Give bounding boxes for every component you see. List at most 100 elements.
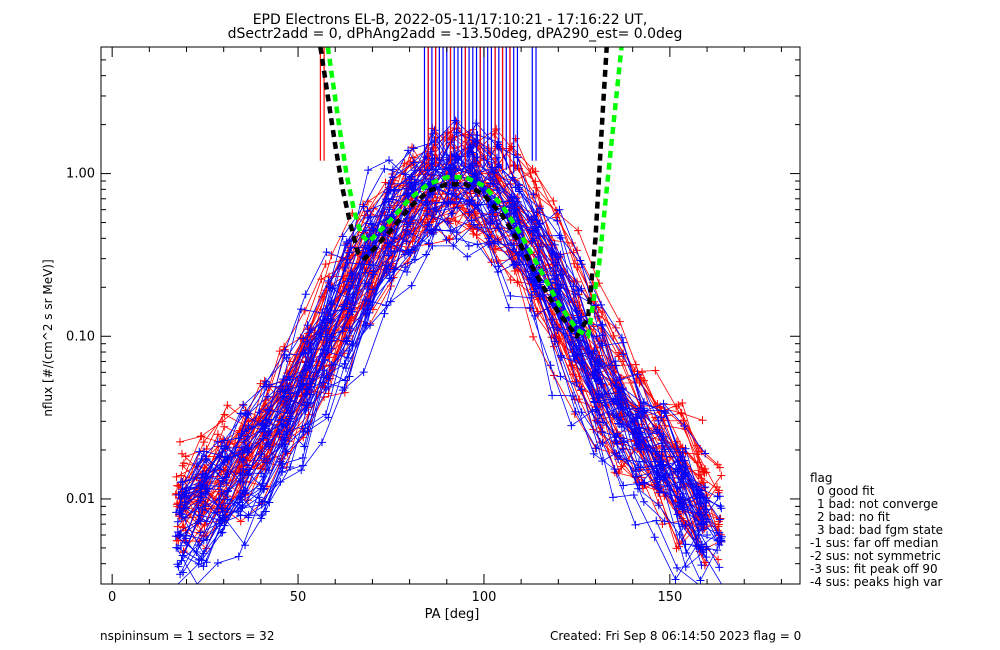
sector-trace <box>185 178 707 548</box>
plus-marker <box>701 449 710 458</box>
plus-marker <box>577 284 586 293</box>
plus-marker <box>577 260 586 269</box>
sector-trace <box>178 192 721 548</box>
series-blue-traces <box>171 116 726 584</box>
plus-marker <box>567 421 576 430</box>
plus-marker <box>467 216 476 225</box>
plus-marker <box>383 238 392 247</box>
plus-marker <box>279 420 288 429</box>
plus-marker <box>556 280 565 289</box>
plus-marker <box>297 466 306 475</box>
plus-marker <box>199 438 208 447</box>
plus-marker <box>197 432 206 441</box>
plus-marker <box>409 158 418 167</box>
plus-marker <box>239 401 248 410</box>
plus-marker <box>300 442 309 451</box>
plus-marker <box>715 463 724 472</box>
fit-curve-green <box>325 47 624 339</box>
plus-marker <box>306 382 315 391</box>
plus-marker <box>535 219 544 228</box>
plus-marker <box>510 241 519 250</box>
plus-marker <box>322 248 331 257</box>
plus-marker <box>281 447 290 456</box>
plus-marker <box>194 516 203 525</box>
plus-marker <box>239 436 248 445</box>
data-layer <box>171 47 726 584</box>
plus-marker <box>243 496 252 505</box>
plus-marker <box>681 462 690 471</box>
plus-marker <box>275 430 284 439</box>
plus-marker <box>236 511 245 520</box>
legend-item: 1 bad: not converge <box>817 497 938 511</box>
plus-marker <box>529 190 538 199</box>
plus-marker <box>317 275 326 284</box>
plus-marker <box>174 562 183 571</box>
plus-marker <box>695 485 704 494</box>
plus-marker <box>652 516 661 525</box>
plus-marker <box>614 455 623 464</box>
plus-marker <box>298 461 307 470</box>
plus-marker <box>590 346 599 355</box>
legend-title: flag <box>810 471 833 485</box>
plus-marker <box>285 409 294 418</box>
plus-marker <box>506 275 515 284</box>
plus-marker <box>403 226 412 235</box>
plus-marker <box>366 212 375 221</box>
plus-marker <box>215 495 224 504</box>
plus-marker <box>639 484 648 493</box>
plus-marker <box>280 442 289 451</box>
plus-marker <box>507 142 516 151</box>
y-tick-label: 1.00 <box>66 167 95 182</box>
plus-marker <box>700 469 709 478</box>
plus-marker <box>486 173 495 182</box>
plus-marker <box>306 325 315 334</box>
plus-marker <box>507 192 516 201</box>
plus-marker <box>385 156 394 165</box>
plus-marker <box>549 197 558 206</box>
plus-marker <box>463 252 472 261</box>
plus-marker <box>426 175 435 184</box>
plus-marker <box>619 350 628 359</box>
sector-trace <box>180 151 702 505</box>
plus-marker <box>411 180 420 189</box>
plus-marker <box>659 399 668 408</box>
plus-marker <box>303 321 312 330</box>
plus-marker <box>570 289 579 298</box>
plus-marker <box>512 194 521 203</box>
plus-marker <box>265 406 274 415</box>
plus-marker <box>361 295 370 304</box>
x-tick-label: 50 <box>290 590 307 605</box>
plus-marker <box>239 464 248 473</box>
plus-marker <box>348 307 357 316</box>
plus-marker <box>199 470 208 479</box>
plus-marker <box>425 220 434 229</box>
plus-marker <box>349 290 358 299</box>
plus-marker <box>714 555 723 564</box>
plus-marker <box>714 520 723 529</box>
series-red-spikes <box>319 47 511 174</box>
plus-marker <box>614 413 623 422</box>
plus-marker <box>390 187 399 196</box>
plus-marker <box>345 248 354 257</box>
plus-marker <box>359 368 368 377</box>
plus-marker <box>715 541 724 550</box>
plus-marker <box>660 517 669 526</box>
plus-marker <box>492 153 501 162</box>
plus-marker <box>444 199 453 208</box>
plus-marker <box>321 355 330 364</box>
plus-marker <box>175 531 184 540</box>
plus-marker <box>588 407 597 416</box>
plus-marker <box>678 452 687 461</box>
plus-marker <box>243 461 252 470</box>
plus-marker <box>555 205 564 214</box>
sector-trace <box>180 178 702 566</box>
plus-marker <box>172 472 181 481</box>
plus-marker <box>511 134 520 143</box>
plus-marker <box>424 239 433 248</box>
plus-marker <box>598 439 607 448</box>
sector-trace <box>185 207 707 564</box>
legend: flag 0 good fit 1 bad: not converge 2 ba… <box>810 471 943 589</box>
plus-marker <box>404 248 413 257</box>
plus-marker <box>615 451 624 460</box>
plus-marker <box>681 470 690 479</box>
